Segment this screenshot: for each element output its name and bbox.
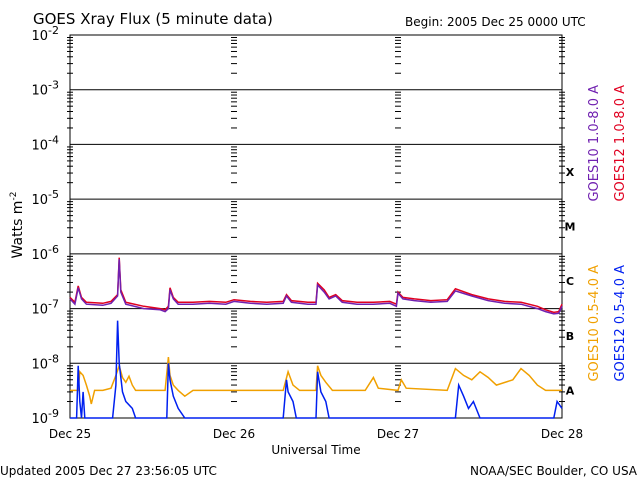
- x-tick-label: Dec 28: [541, 427, 583, 441]
- flare-class-label: C: [566, 275, 574, 288]
- x-axis-tick-labels: Dec 25 Dec 26 Dec 27 Dec 28: [49, 427, 583, 441]
- x-axis-label: Universal Time: [271, 443, 360, 457]
- legend-entry: GOES12 1.0-8.0 A: [613, 85, 628, 202]
- y-tick-label: 10-9: [31, 407, 59, 427]
- x-tick-label: Dec 27: [377, 427, 419, 441]
- y-axis-label: Watts m-2: [9, 192, 26, 259]
- y-tick-label: 10-6: [31, 243, 59, 263]
- flare-class-label: A: [566, 385, 575, 398]
- x-tick-label: Dec 26: [213, 427, 255, 441]
- flare-class-label: X: [566, 166, 575, 179]
- source-credit: NOAA/SEC Boulder, CO USA: [470, 464, 638, 478]
- x-tick-label: Dec 25: [49, 427, 91, 441]
- flare-class-labels: X M C B A: [565, 166, 576, 398]
- legend: GOES10 1.0-8.0 A GOES12 1.0-8.0 A GOES10 0…: [587, 85, 628, 382]
- begin-time-label: Begin: 2005 Dec 25 0000 UTC: [405, 15, 586, 29]
- legend-entry: GOES12 0.5-4.0 A: [613, 265, 628, 382]
- data-series: [69, 257, 563, 419]
- flare-class-label: M: [565, 221, 576, 234]
- y-tick-label: 10-8: [31, 352, 59, 372]
- y-tick-label: 10-3: [31, 79, 59, 99]
- legend-entry: GOES10 1.0-8.0 A: [587, 85, 602, 202]
- y-tick-label: 10-2: [31, 24, 59, 44]
- flare-class-label: B: [566, 330, 574, 343]
- chart-title: GOES Xray Flux (5 minute data): [33, 10, 273, 28]
- y-tick-label: 10-5: [31, 188, 59, 208]
- y-tick-label: 10-7: [31, 298, 59, 318]
- plot-frame: [69, 34, 563, 419]
- y-tick-label: 10-4: [31, 133, 59, 153]
- series-line: [69, 259, 563, 315]
- legend-entry: GOES10 0.5-4.0 A: [587, 265, 602, 382]
- updated-timestamp: Updated 2005 Dec 27 23:56:05 UTC: [0, 464, 217, 478]
- y-axis-tick-labels: 10-2 10-3 10-4 10-5 10-6 10-7 10-8 10-9: [31, 24, 59, 427]
- series-line: [70, 320, 563, 419]
- grid-lines: [67, 34, 565, 419]
